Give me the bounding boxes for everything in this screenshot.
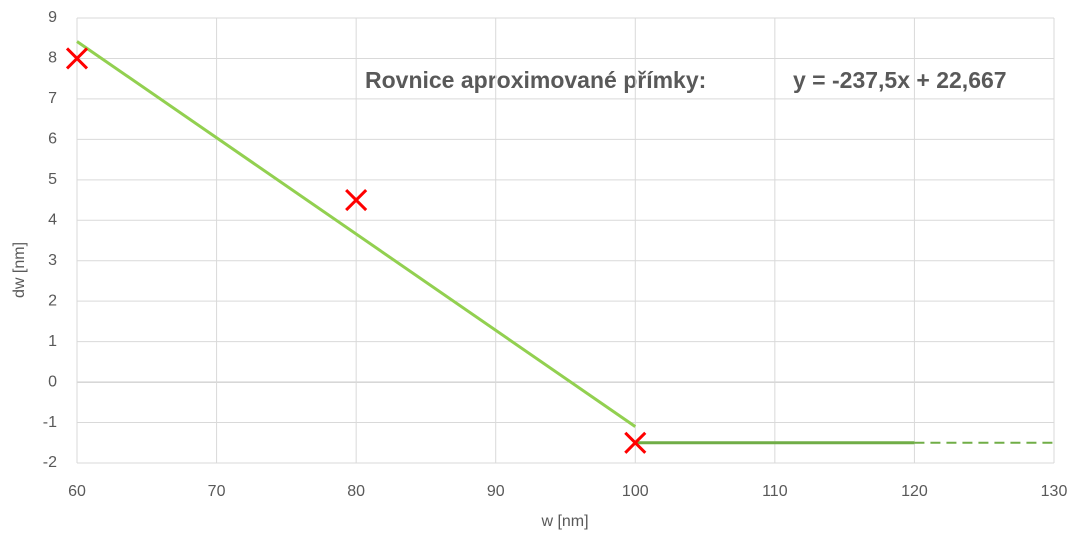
x-tick-label: 70	[208, 483, 226, 500]
y-tick-label: 5	[48, 171, 57, 188]
annotation: y = -237,5x + 22,667	[793, 67, 1007, 93]
y-tick-label: -1	[43, 414, 57, 431]
marker	[65, 47, 89, 70]
marker	[624, 431, 647, 454]
y-tick-label: 7	[48, 90, 57, 107]
x-tick-label: 90	[487, 483, 505, 500]
y-tick-label: 9	[48, 9, 57, 26]
x-tick-label: 110	[762, 483, 788, 500]
x-tick-label: 80	[347, 483, 365, 500]
x-axis-label: w [nm]	[540, 513, 588, 530]
y-tick-label: 3	[48, 252, 57, 269]
line	[76, 40, 637, 428]
y-tick-label: 0	[48, 373, 57, 390]
y-axis-label: dw [nm]	[11, 242, 28, 298]
x-tick-label: 60	[68, 483, 86, 500]
y-tick-label: -2	[43, 454, 57, 471]
y-tick-label: 6	[48, 131, 57, 148]
x-tick-label: 100	[622, 483, 649, 500]
y-tick-label: 4	[48, 211, 57, 228]
marker	[345, 188, 368, 212]
y-tick-label: 8	[48, 50, 57, 67]
annotation: Rovnice aproximované přímky:	[365, 67, 706, 93]
y-tick-label: 1	[48, 333, 57, 350]
x-tick-label: 130	[1041, 483, 1068, 500]
x-tick-label: 120	[901, 483, 928, 500]
y-tick-label: 2	[48, 292, 57, 309]
